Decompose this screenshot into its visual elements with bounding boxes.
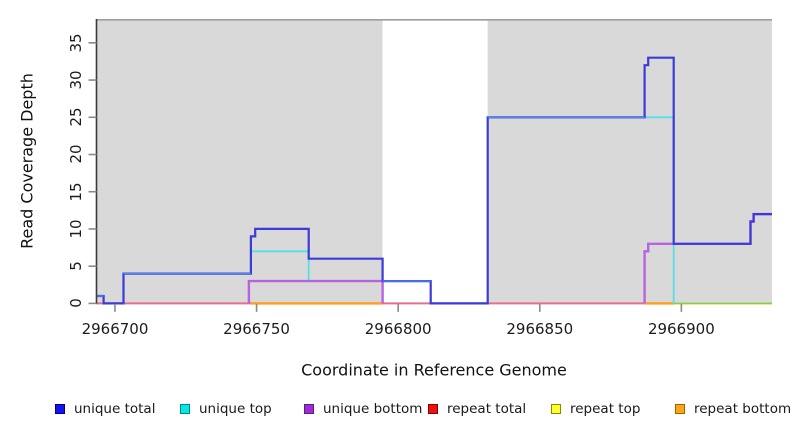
- legend-item-repeat-total: repeat total: [428, 401, 527, 417]
- legend-swatch-icon: [55, 404, 65, 414]
- legend-item-unique-bottom: unique bottom: [304, 401, 423, 417]
- x-tick-label: 2966700: [81, 320, 149, 338]
- y-tick-label: 0: [67, 298, 85, 309]
- y-axis-title: Read Coverage Depth: [17, 73, 37, 249]
- y-tick-label: 30: [67, 70, 85, 90]
- legend-item-repeat-top: repeat top: [551, 401, 641, 417]
- y-tick-label: 15: [67, 182, 85, 202]
- legend-swatch-icon: [180, 404, 190, 414]
- x-tick-label: 2966850: [506, 320, 574, 338]
- y-tick-label: 10: [67, 219, 85, 239]
- legend-item-unique-top: unique top: [180, 401, 272, 417]
- legend-label: unique bottom: [323, 401, 423, 417]
- y-tick-label: 5: [67, 261, 85, 271]
- legend-label: unique top: [199, 401, 272, 417]
- unique-bottom-line-left: [247, 279, 384, 304]
- white-gap-band: [382, 20, 488, 305]
- y-tick-label: 35: [67, 33, 85, 53]
- gray-region-right: [487, 20, 772, 305]
- legend-item-repeat-bottom: repeat bottom: [675, 401, 792, 417]
- legend-label: unique total: [74, 401, 156, 417]
- x-axis-title: Coordinate in Reference Genome: [301, 360, 567, 380]
- gray-region-left: [96, 20, 383, 305]
- legend-swatch-icon: [551, 404, 561, 414]
- legend-label: repeat top: [570, 401, 641, 417]
- x-tick-label: 2966800: [364, 320, 432, 338]
- y-tick-label: 20: [67, 144, 85, 165]
- x-tick-label: 2966750: [223, 320, 290, 338]
- legend-swatch-icon: [675, 404, 685, 414]
- x-tick-label: 2966900: [647, 320, 715, 338]
- legend-item-unique-total: unique total: [55, 401, 156, 417]
- legend-swatch-icon: [428, 404, 438, 414]
- legend-label: repeat total: [447, 401, 527, 417]
- legend-swatch-icon: [304, 404, 314, 414]
- legend-label: repeat bottom: [694, 401, 792, 417]
- y-tick-label: 25: [67, 107, 85, 127]
